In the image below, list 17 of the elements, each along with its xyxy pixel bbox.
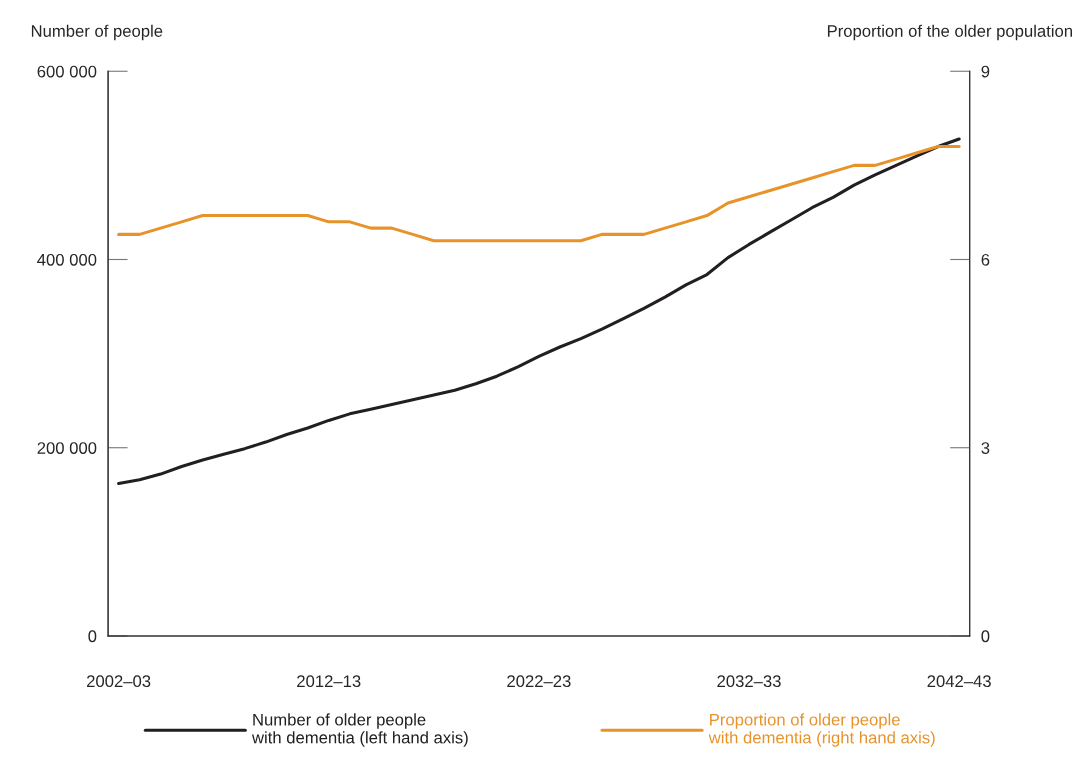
- x-tick-label: 2022–23: [507, 675, 571, 688]
- y-tick-label: 200 000: [37, 442, 97, 454]
- y2-tick-label: 3: [981, 442, 990, 454]
- y2-tick-label: 6: [981, 253, 990, 266]
- y-tick-label: 0: [88, 630, 97, 643]
- y2-tick-label: 9: [981, 65, 990, 78]
- y-tick-label: 600 000: [37, 65, 97, 78]
- x-tick-label: 2012–13: [297, 675, 361, 688]
- x-tick-label: 2002–03: [87, 675, 151, 688]
- y2-tick-label: 0: [981, 630, 990, 643]
- y-tick-label: 400 000: [37, 253, 97, 266]
- y2-axis-title: Proportion of the older population: [827, 24, 1072, 41]
- y-axis-title: Number of people: [31, 24, 163, 41]
- text: Proportion of older people with dementia (right hand axis): [708, 713, 935, 747]
- x-tick-label: 2042–43: [927, 675, 991, 688]
- text: Number of older people with dementia (left hand axis): [251, 713, 468, 747]
- x-tick-label: 2032–33: [717, 675, 781, 688]
